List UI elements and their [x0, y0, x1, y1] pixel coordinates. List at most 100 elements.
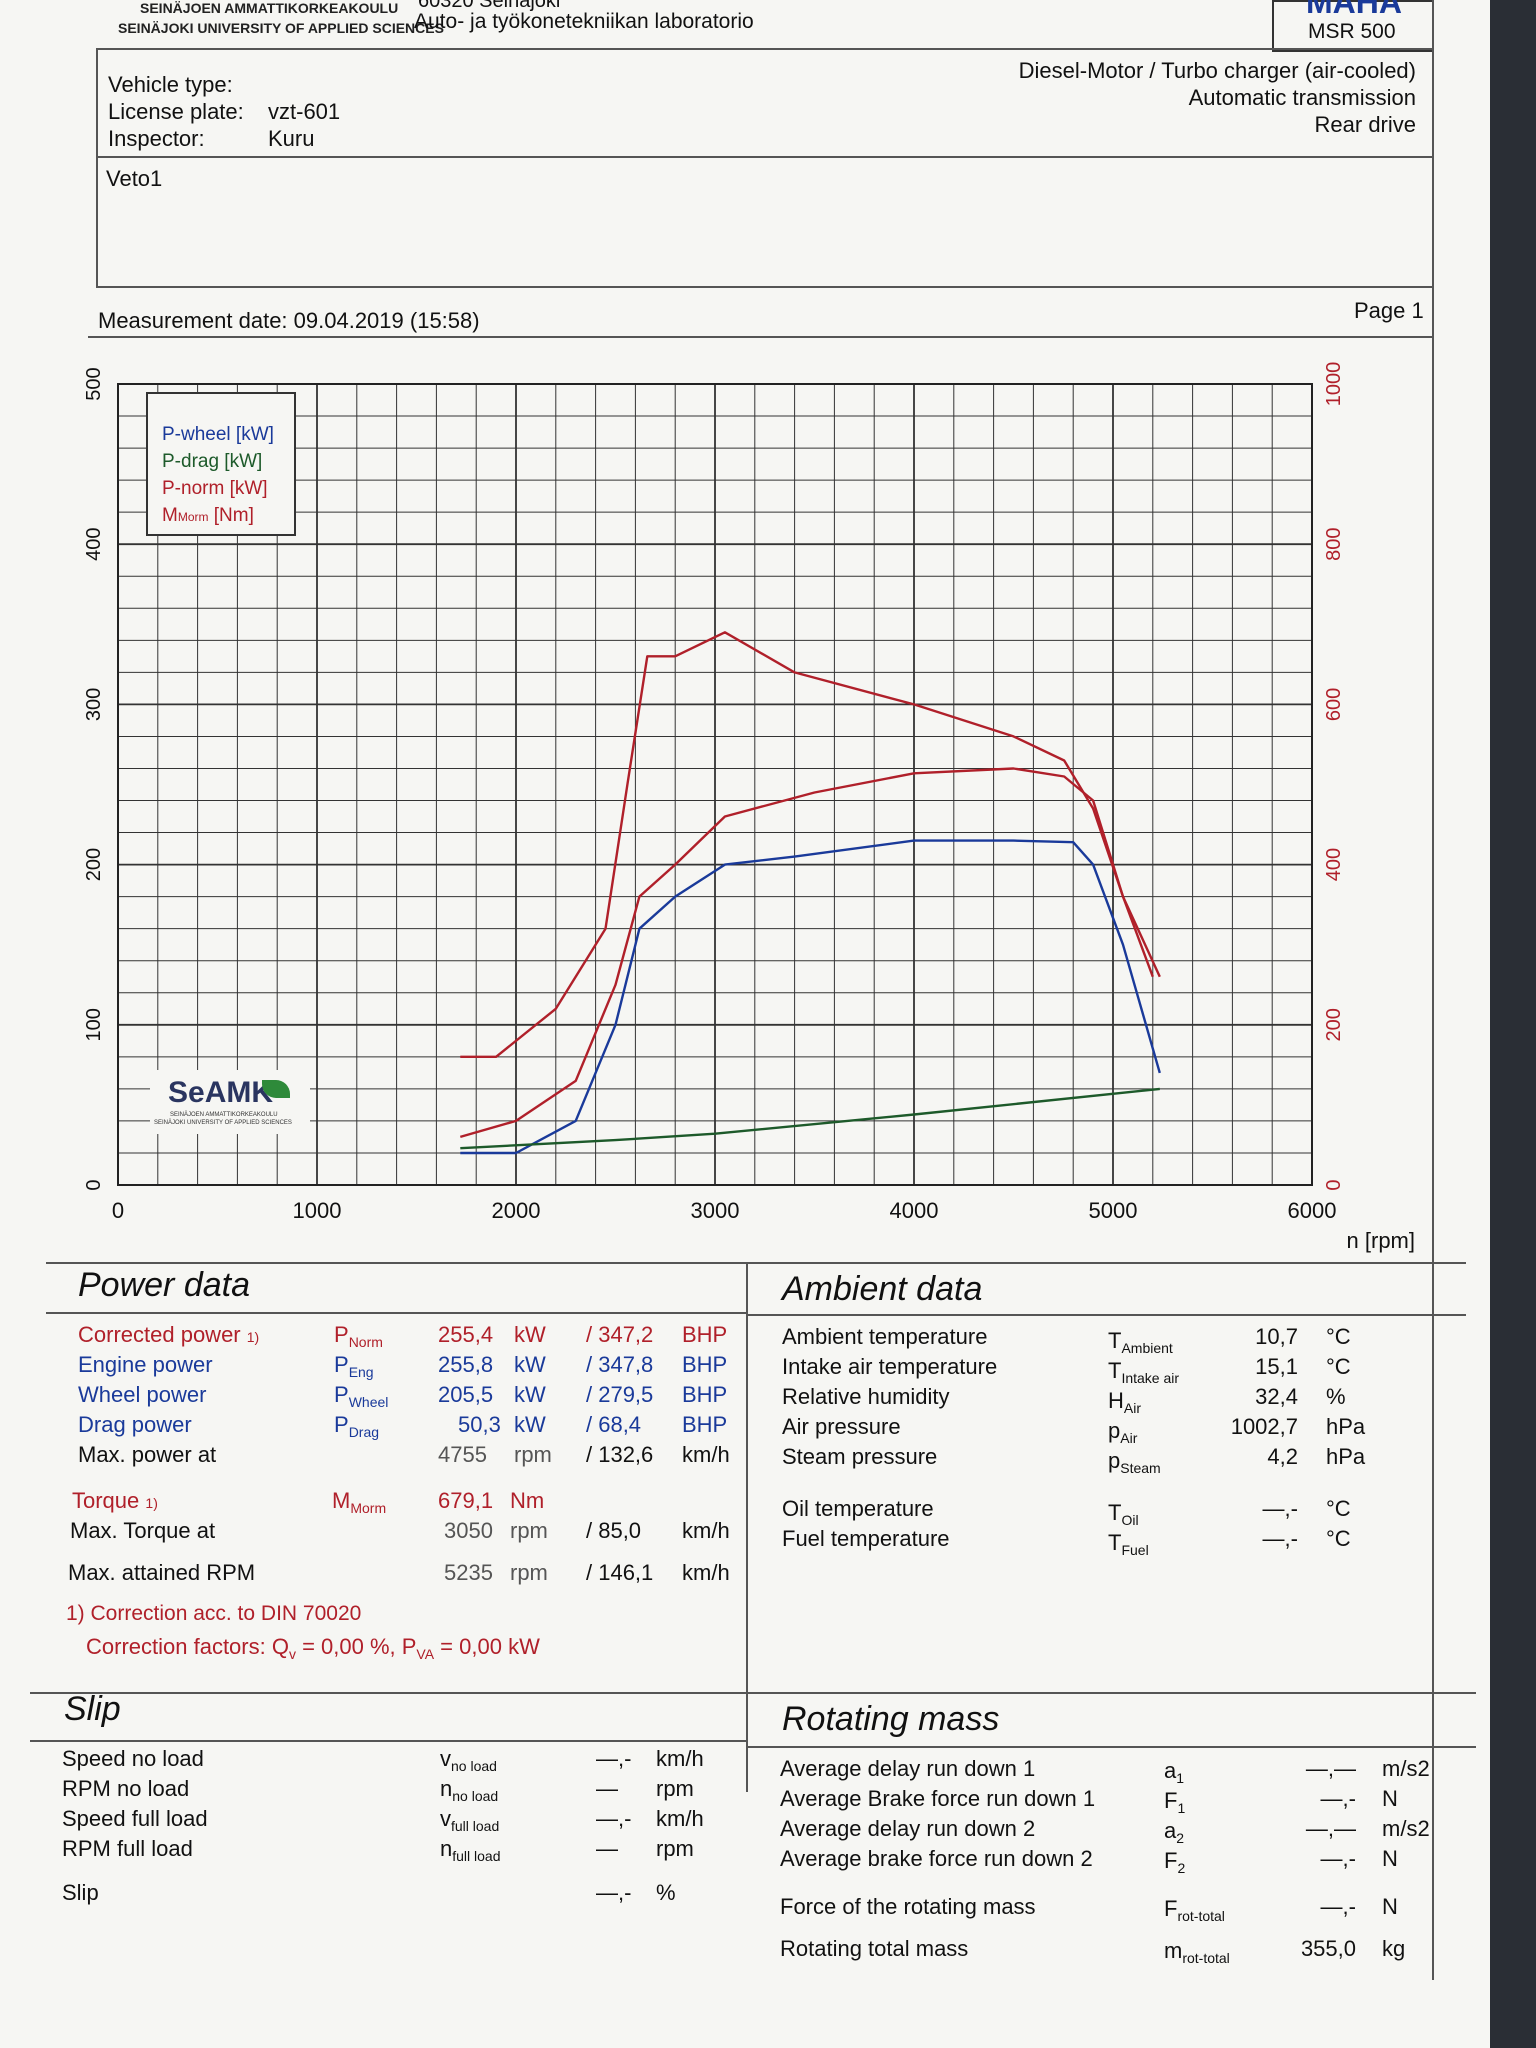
power-row-unit: kW	[514, 1412, 546, 1437]
rotating-row-label: Average delay run down 2	[780, 1816, 1036, 1841]
ambient-row-unit: °C	[1326, 1324, 1351, 1349]
x-tick-label: 0	[112, 1198, 124, 1223]
model-name: MSR 500	[1308, 20, 1396, 43]
rotating-row-unit: N	[1382, 1846, 1398, 1871]
slip-row-unit: %	[656, 1880, 676, 1905]
rotating-row-value: —,—	[1305, 1756, 1356, 1781]
ambient-row-symbol: TIntake air	[1108, 1358, 1180, 1386]
y-left-tick-label: 500	[83, 367, 105, 400]
power-row-value: 255,8	[438, 1352, 494, 1377]
y-left-tick-label: 0	[83, 1179, 105, 1190]
engine-type: Diesel-Motor / Turbo charger (air-cooled…	[1018, 58, 1416, 83]
max-torque-speed: / 85,0	[586, 1518, 642, 1543]
rotating-row-unit: m/s2	[1382, 1756, 1430, 1781]
x-tick-label: 4000	[890, 1198, 939, 1223]
ambient-row-label: Oil temperature	[782, 1496, 934, 1521]
ambient-row-value: 1002,7	[1230, 1414, 1298, 1439]
slip-top-divider	[30, 1692, 1476, 1694]
chart-legend: P-wheel [kW] P-drag [kW] P-norm [kW] MMo…	[146, 392, 296, 536]
power-title-divider	[46, 1312, 746, 1314]
y-left-tick-label: 100	[83, 1008, 105, 1041]
power-row-value: 50,3	[458, 1412, 501, 1437]
chart-grid	[117, 383, 1313, 1186]
school-name-en: SEINÄJOKI UNIVERSITY OF APPLIED SCIENCES	[118, 20, 444, 36]
max-rpm-value: 5235	[444, 1560, 493, 1585]
rotating-title-divider	[746, 1746, 1476, 1748]
power-row-value: 4755	[438, 1442, 487, 1467]
power-row-value2: / 68,4	[586, 1412, 642, 1437]
slip-row-value: —	[596, 1776, 618, 1801]
max-rpm-unit: rpm	[510, 1560, 548, 1585]
y-right-tick-label: 400	[1323, 848, 1345, 881]
max-torque-label: Max. Torque at	[70, 1518, 216, 1543]
max-torque-speed-unit: km/h	[682, 1518, 730, 1543]
power-row-unit2: BHP	[682, 1412, 728, 1437]
rotating-row-label: Average Brake force run down 1	[780, 1786, 1096, 1811]
power-data-title: Power data	[78, 1266, 250, 1304]
lab-name: Auto- ja työkonetekniikan laboratorio	[414, 10, 754, 33]
slip-row-unit: km/h	[656, 1746, 704, 1771]
school-name-fi: SEINÄJOEN AMMATTIKORKEAKOULU	[140, 0, 399, 16]
power-row-value2: / 279,5	[586, 1382, 654, 1407]
ambient-row-symbol: pAir	[1108, 1418, 1138, 1446]
ambient-row-label: Fuel temperature	[782, 1526, 950, 1551]
slip-row-label: Slip	[62, 1880, 99, 1905]
leaf-icon	[262, 1080, 290, 1098]
slip-title: Slip	[64, 1690, 121, 1728]
slip-row-label: Speed no load	[62, 1746, 204, 1771]
torque-label: Torque 1)	[72, 1488, 158, 1513]
rotating-row-label: Rotating total mass	[780, 1936, 969, 1961]
rotating-row-value: —,-	[1320, 1846, 1356, 1871]
transmission-type: Automatic transmission	[1188, 85, 1416, 110]
max-torque-rpm-unit: rpm	[510, 1518, 548, 1543]
rotating-row-symbol: mrot-total	[1164, 1938, 1230, 1966]
slip-row-label: RPM full load	[62, 1836, 193, 1861]
y-right-tick-label: 800	[1323, 528, 1345, 561]
power-row-symbol: PWheel	[334, 1382, 389, 1410]
power-row-value2: / 347,2	[586, 1322, 654, 1347]
legend-p-drag: P-drag [kW]	[162, 451, 263, 472]
ambient-row-unit: °C	[1326, 1496, 1351, 1521]
date-divider	[88, 336, 1434, 338]
comment-divider	[96, 286, 1432, 288]
rotating-row-symbol: F2	[1164, 1848, 1186, 1876]
power-row-label: Drag power	[78, 1412, 192, 1437]
power-row-label: Max. power at	[78, 1442, 217, 1467]
ambient-row-label: Air pressure	[782, 1414, 901, 1439]
y-right-tick-label: 200	[1323, 1008, 1345, 1041]
ambient-row-symbol: pSteam	[1108, 1448, 1161, 1476]
slip-row-symbol: vno load	[440, 1746, 497, 1774]
power-row-symbol: PNorm	[334, 1322, 383, 1350]
rotating-row-symbol: F1	[1164, 1788, 1186, 1816]
rotating-row-value: 355,0	[1300, 1936, 1356, 1961]
rotating-row-symbol: a1	[1164, 1758, 1185, 1786]
seamk-logo-text: SeAMK	[168, 1076, 274, 1109]
y-left-tick-label: 400	[83, 528, 105, 561]
y-left-tick-label: 200	[83, 848, 105, 881]
power-row-unit2: BHP	[682, 1382, 728, 1407]
y-right-tick-label: 600	[1323, 688, 1345, 721]
plot-frame	[117, 383, 1313, 1186]
power-row-symbol: PDrag	[334, 1412, 380, 1440]
legend-p-wheel: P-wheel [kW]	[162, 424, 274, 445]
lab-address: 60320 Seinäjoki	[418, 0, 561, 12]
series-line	[459, 767, 1154, 1139]
slip-row-value: —,-	[596, 1806, 632, 1831]
drive-type: Rear drive	[1314, 112, 1416, 137]
power-row-unit: kW	[514, 1322, 546, 1347]
y-right-tick-label: 1000	[1323, 362, 1345, 407]
power-row-value: 205,5	[438, 1382, 494, 1407]
ambient-row-label: Steam pressure	[782, 1444, 938, 1469]
right-frame	[1432, 0, 1434, 1980]
rotating-row-label: Average delay run down 1	[780, 1756, 1036, 1781]
rotating-row-unit: N	[1382, 1786, 1398, 1811]
maha-logo: MAHA	[1306, 0, 1402, 20]
rotating-row-unit: kg	[1382, 1936, 1406, 1961]
dyno-report-sheet: SEINÄJOEN AMMATTIKORKEAKOULU SEINÄJOKI U…	[0, 0, 1490, 2048]
x-tick-label: 1000	[293, 1198, 342, 1223]
power-row-unit2: BHP	[682, 1352, 728, 1377]
measurement-date: Measurement date: 09.04.2019 (15:58)	[98, 308, 480, 333]
legend-p-norm: P-norm [kW]	[162, 478, 268, 499]
rotating-row-value: —,-	[1320, 1786, 1356, 1811]
torque-value: 679,1	[438, 1488, 494, 1513]
